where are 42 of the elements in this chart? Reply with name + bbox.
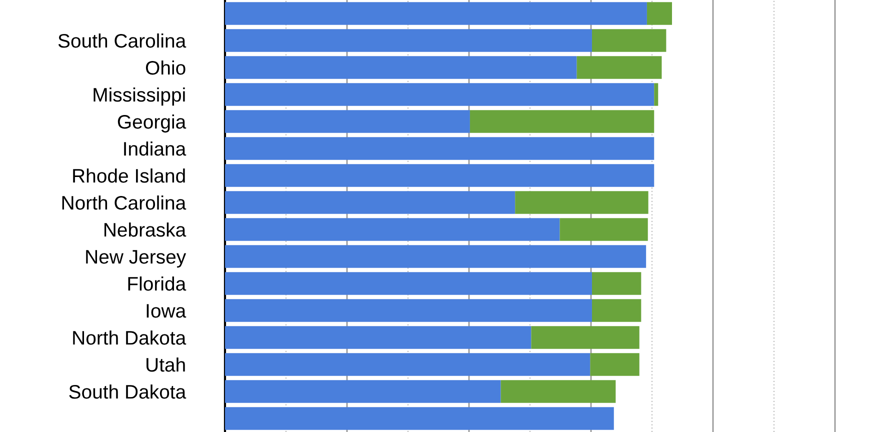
bar bbox=[500, 380, 616, 403]
bar bbox=[592, 299, 642, 322]
y-tick-label: Iowa bbox=[146, 304, 186, 318]
bar bbox=[225, 299, 592, 322]
bar bbox=[225, 83, 654, 106]
y-tick-label: South Dakota bbox=[69, 384, 186, 399]
bar bbox=[225, 56, 577, 79]
bar bbox=[225, 29, 592, 52]
y-tick-label: Indiana bbox=[124, 141, 186, 156]
bar bbox=[515, 191, 648, 214]
bar bbox=[592, 272, 642, 295]
y-tick-label: Florida bbox=[128, 276, 186, 291]
bar bbox=[225, 2, 647, 25]
bar bbox=[590, 353, 640, 376]
bar bbox=[470, 110, 654, 133]
bar bbox=[225, 137, 654, 160]
bar bbox=[225, 326, 532, 349]
y-tick-label: South Carolina bbox=[58, 33, 186, 48]
y-tick-label: Ohio bbox=[146, 60, 186, 75]
bar bbox=[654, 83, 658, 106]
y-tick-label: Georgia bbox=[118, 114, 186, 133]
bar bbox=[225, 191, 516, 214]
bar bbox=[225, 245, 646, 268]
bar bbox=[225, 218, 560, 241]
y-tick-label: North Dakota bbox=[73, 330, 186, 345]
bar bbox=[576, 56, 662, 79]
bar bbox=[225, 164, 654, 187]
y-tick-label: Nebraska bbox=[104, 222, 186, 237]
y-tick-label: New Jersey bbox=[86, 250, 186, 268]
bar bbox=[225, 353, 590, 376]
y-tick-label: North Carolina bbox=[62, 195, 186, 210]
y-tick-label: Mississippi bbox=[94, 87, 185, 106]
bar bbox=[646, 2, 672, 25]
bar bbox=[560, 218, 648, 241]
bar bbox=[225, 407, 614, 430]
y-tick-label: Utah bbox=[146, 357, 185, 372]
y-tick-label: Rhode Island bbox=[73, 168, 185, 183]
bar bbox=[225, 380, 501, 403]
bar bbox=[592, 29, 666, 52]
bar bbox=[531, 326, 640, 349]
bar bbox=[225, 272, 592, 295]
bar bbox=[225, 110, 470, 133]
